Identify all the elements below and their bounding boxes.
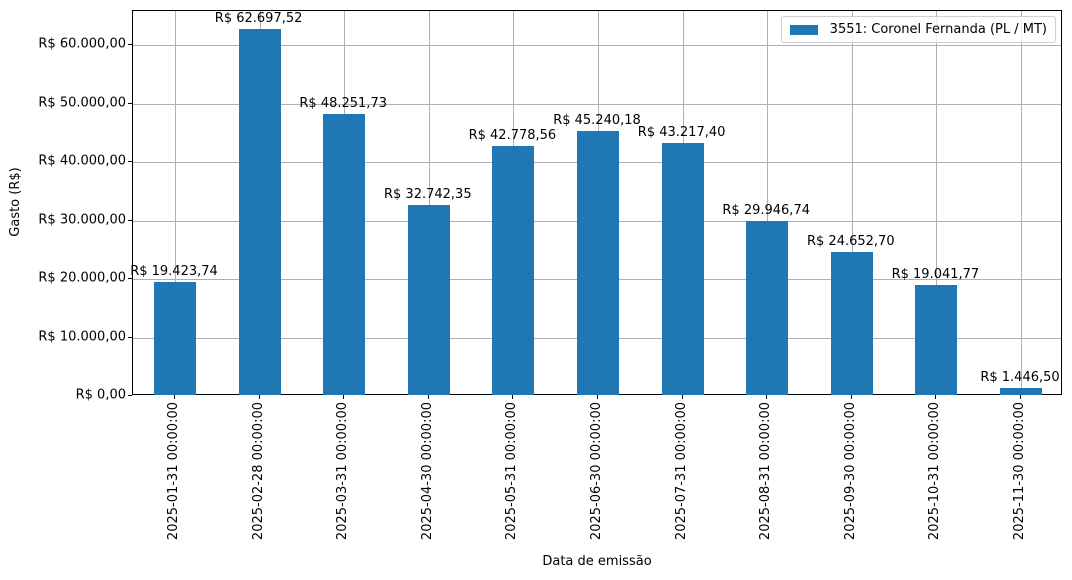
gridline-vertical: [428, 11, 430, 394]
x-tick-label: 2025-01-31 00:00:00: [166, 402, 181, 541]
y-tick-label: R$ 30.000,00: [38, 212, 126, 228]
y-tick-label: R$ 0,00: [75, 387, 126, 403]
bar: [154, 282, 196, 395]
bar: [915, 284, 958, 395]
x-tick-mark: [681, 395, 683, 399]
x-tick-label: 2025-06-30 00:00:00: [589, 402, 604, 541]
y-axis-label: Gasto (R$): [8, 167, 23, 237]
y-tick-mark: [128, 395, 132, 396]
x-tick-label: 2025-10-31 00:00:00: [927, 402, 943, 541]
y-tick-label: R$ 50.000,00: [38, 95, 126, 111]
bar-value-label: R$ 45.240,18: [553, 113, 641, 129]
x-tick-mark: [1020, 395, 1021, 399]
bar-value-label: R$ 29.946,74: [722, 202, 810, 218]
gridline-vertical: [175, 11, 176, 394]
y-tick-mark: [128, 44, 132, 46]
y-tick-mark: [128, 336, 132, 338]
y-tick-label: R$ 40.000,00: [38, 153, 126, 169]
bar: [661, 143, 704, 395]
y-tick-label: R$ 60.000,00: [38, 36, 126, 52]
bar: [1000, 387, 1042, 395]
y-tick-mark: [128, 161, 132, 163]
y-tick-label: R$ 20.000,00: [38, 270, 126, 286]
bar: [323, 113, 366, 395]
bar-value-label: R$ 32.742,35: [383, 186, 472, 202]
x-tick-label: 2025-03-31 00:00:00: [335, 402, 351, 541]
x-tick-mark: [597, 395, 598, 399]
gridline-vertical: [851, 11, 853, 394]
x-tick-label: 2025-05-31 00:00:00: [504, 402, 520, 541]
bar: [492, 145, 535, 395]
legend-label: 3551: Coronel Fernanda (PL / MT): [829, 22, 1047, 37]
bar-value-label: R$ 1.446,50: [980, 369, 1060, 385]
bar-value-label: R$ 43.217,40: [637, 125, 726, 141]
x-tick-label: 2025-04-30 00:00:00: [419, 402, 435, 541]
x-tick-mark: [766, 395, 768, 399]
x-tick-mark: [850, 395, 852, 399]
x-axis-label: Data de emissão: [542, 554, 652, 569]
gridline-horizontal: [133, 45, 1061, 47]
bar: [238, 29, 281, 395]
gridline-vertical: [936, 11, 938, 394]
x-tick-mark: [343, 395, 345, 399]
x-tick-mark: [935, 395, 937, 399]
y-tick-mark: [128, 102, 132, 104]
bar-value-label: R$ 19.041,77: [891, 266, 980, 282]
gridline-horizontal: [133, 103, 1061, 105]
bar: [746, 220, 789, 395]
bar: [407, 204, 450, 395]
bar: [830, 251, 873, 395]
x-tick-label: 2025-07-31 00:00:00: [673, 402, 689, 541]
x-tick-label: 2025-09-30 00:00:00: [842, 402, 858, 541]
x-tick-label: 2025-08-31 00:00:00: [758, 402, 774, 541]
y-tick-mark: [128, 219, 132, 221]
bar-value-label: R$ 24.652,70: [806, 233, 895, 249]
bar-value-label: R$ 42.778,56: [468, 127, 557, 143]
bar-value-label: R$ 62.697,52: [214, 11, 303, 27]
plot-area: [132, 10, 1062, 395]
x-tick-mark: [174, 395, 175, 399]
x-tick-mark: [427, 395, 429, 399]
x-tick-label: 2025-02-28 00:00:00: [250, 402, 266, 541]
x-tick-mark: [258, 395, 260, 399]
legend: 3551: Coronel Fernanda (PL / MT): [780, 16, 1056, 43]
gridline-vertical: [767, 11, 769, 394]
bar: [577, 131, 619, 395]
gridline-vertical: [1021, 11, 1022, 394]
legend-swatch: [789, 24, 818, 35]
x-tick-mark: [512, 395, 514, 399]
bar-value-label: R$ 48.251,73: [299, 95, 387, 111]
y-tick-mark: [128, 278, 132, 280]
x-tick-label: 2025-11-30 00:00:00: [1012, 402, 1027, 541]
bar-value-label: R$ 19.423,74: [130, 264, 218, 280]
y-tick-label: R$ 10.000,00: [38, 329, 126, 345]
